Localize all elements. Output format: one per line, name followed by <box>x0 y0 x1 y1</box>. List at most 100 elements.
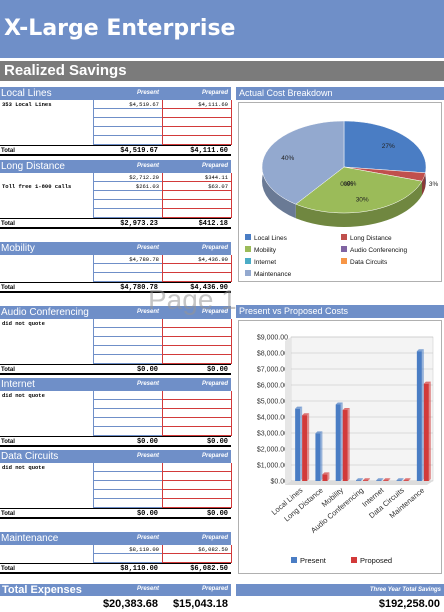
proposed-cell[interactable] <box>162 109 232 118</box>
present-cell[interactable] <box>93 264 162 273</box>
proposed-cell[interactable] <box>162 209 232 218</box>
present-cell[interactable]: $8,110.00 <box>93 545 162 554</box>
present-cell[interactable] <box>93 463 162 472</box>
proposed-cell[interactable] <box>162 463 232 472</box>
proposed-cell[interactable]: $6,082.50 <box>162 545 232 554</box>
present-cell[interactable] <box>93 490 162 499</box>
proposed-cell[interactable] <box>162 409 232 418</box>
proposed-cell[interactable] <box>162 191 232 200</box>
present-cell[interactable] <box>93 427 162 436</box>
section-header: Internet Present Prepared <box>0 378 231 391</box>
table-row <box>1 481 232 490</box>
proposed-cell[interactable] <box>162 264 232 273</box>
present-cell[interactable]: $2,712.20 <box>93 173 162 182</box>
three-year-label: Three Year Total Savings <box>369 587 441 593</box>
proposed-cell[interactable] <box>162 136 232 145</box>
proposed-column-header: Prepared <box>201 453 228 459</box>
proposed-cell[interactable] <box>162 499 232 508</box>
total-present: $8,110.00 <box>120 565 158 573</box>
present-cell[interactable] <box>93 554 162 563</box>
proposed-cell[interactable] <box>162 346 232 355</box>
proposed-cell[interactable] <box>162 355 232 364</box>
proposed-column-header: Prepared <box>201 381 228 387</box>
proposed-cell[interactable]: $4,111.60 <box>162 100 232 109</box>
section-title: Maintenance <box>1 533 59 544</box>
proposed-cell[interactable] <box>162 273 232 282</box>
proposed-cell[interactable] <box>162 328 232 337</box>
present-cell[interactable]: $261.03 <box>93 182 162 191</box>
section-header: Long Distance Present Prepared <box>0 160 231 173</box>
proposed-column-header: Prepared <box>201 245 228 251</box>
present-cell[interactable] <box>93 273 162 282</box>
present-cell[interactable] <box>93 355 162 364</box>
present-cell[interactable] <box>93 472 162 481</box>
bar-top <box>322 472 330 475</box>
proposed-cell[interactable]: $63.07 <box>162 182 232 191</box>
proposed-cell[interactable] <box>162 118 232 127</box>
proposed-cell[interactable]: $344.11 <box>162 173 232 182</box>
proposed-cell[interactable] <box>162 200 232 209</box>
section-0: Local Lines Present Prepared 353 Local Line… <box>0 87 232 156</box>
total-proposed: $4,436.90 <box>190 284 228 292</box>
bar-top <box>335 402 343 405</box>
present-cell[interactable] <box>93 191 162 200</box>
page-title: X-Large Enterprise <box>4 16 236 41</box>
present-cell[interactable] <box>93 209 162 218</box>
pie-slice-label: 27% <box>382 143 395 150</box>
present-cell[interactable] <box>93 409 162 418</box>
total-expenses-present: $20,383.68 <box>102 598 158 610</box>
section-rows: $4,780.78 $4,436.90 <box>0 255 232 282</box>
proposed-cell[interactable]: $4,436.90 <box>162 255 232 264</box>
section-title: Internet <box>1 379 35 390</box>
legend-label: Mobility <box>254 247 277 254</box>
proposed-cell[interactable] <box>162 127 232 136</box>
pie-slice <box>343 120 427 174</box>
proposed-cell[interactable] <box>162 337 232 346</box>
table-row <box>1 264 232 273</box>
present-cell[interactable] <box>93 346 162 355</box>
section-3: Audio Conferencing Present Prepared did not… <box>0 306 232 375</box>
present-cell[interactable] <box>93 418 162 427</box>
bar-side <box>300 406 303 481</box>
present-cell[interactable] <box>93 481 162 490</box>
proposed-cell[interactable] <box>162 554 232 563</box>
table-row: $8,110.00 $6,082.50 <box>1 545 232 554</box>
proposed-cell[interactable] <box>162 418 232 427</box>
present-cell[interactable] <box>93 127 162 136</box>
present-cell[interactable] <box>93 337 162 346</box>
section-rows: did not quote <box>0 391 232 436</box>
total-label: Total <box>1 285 15 291</box>
present-cell[interactable]: $4,780.78 <box>93 255 162 264</box>
present-cell[interactable] <box>93 319 162 328</box>
present-cell[interactable] <box>93 118 162 127</box>
present-cell[interactable] <box>93 499 162 508</box>
present-cell[interactable] <box>93 391 162 400</box>
proposed-cell[interactable] <box>162 400 232 409</box>
present-cell[interactable] <box>93 136 162 145</box>
legend-swatch <box>341 246 347 252</box>
present-cell[interactable] <box>93 400 162 409</box>
present-cell[interactable] <box>93 328 162 337</box>
proposed-cell[interactable] <box>162 391 232 400</box>
proposed-cell[interactable] <box>162 427 232 436</box>
bar <box>295 408 301 481</box>
proposed-cell[interactable] <box>162 472 232 481</box>
proposed-cell[interactable] <box>162 319 232 328</box>
present-cell[interactable]: $4,519.67 <box>93 100 162 109</box>
proposed-cell[interactable] <box>162 481 232 490</box>
total-expenses: Total Expenses Present Prepared $20,383.… <box>0 584 231 612</box>
section-total-row: Total $2,973.23 $412.18 <box>0 218 231 229</box>
y-tick-label: $8,000.00 <box>257 351 288 358</box>
pie-chart-header: Actual Cost Breakdown <box>236 87 444 100</box>
proposed-cell[interactable] <box>162 490 232 499</box>
present-cell[interactable] <box>93 109 162 118</box>
section-title: Data Circuits <box>1 451 59 462</box>
table-row <box>1 472 232 481</box>
table-row: did not quote <box>1 319 232 328</box>
pie-chart-svg: 27%3%30%0%0%0%40%Local Lines Long Distanc… <box>245 120 439 278</box>
bar-side <box>408 478 411 481</box>
table-row <box>1 346 232 355</box>
row-label: 353 Local Lines <box>2 101 52 108</box>
present-cell[interactable] <box>93 200 162 209</box>
table-row <box>1 409 232 418</box>
